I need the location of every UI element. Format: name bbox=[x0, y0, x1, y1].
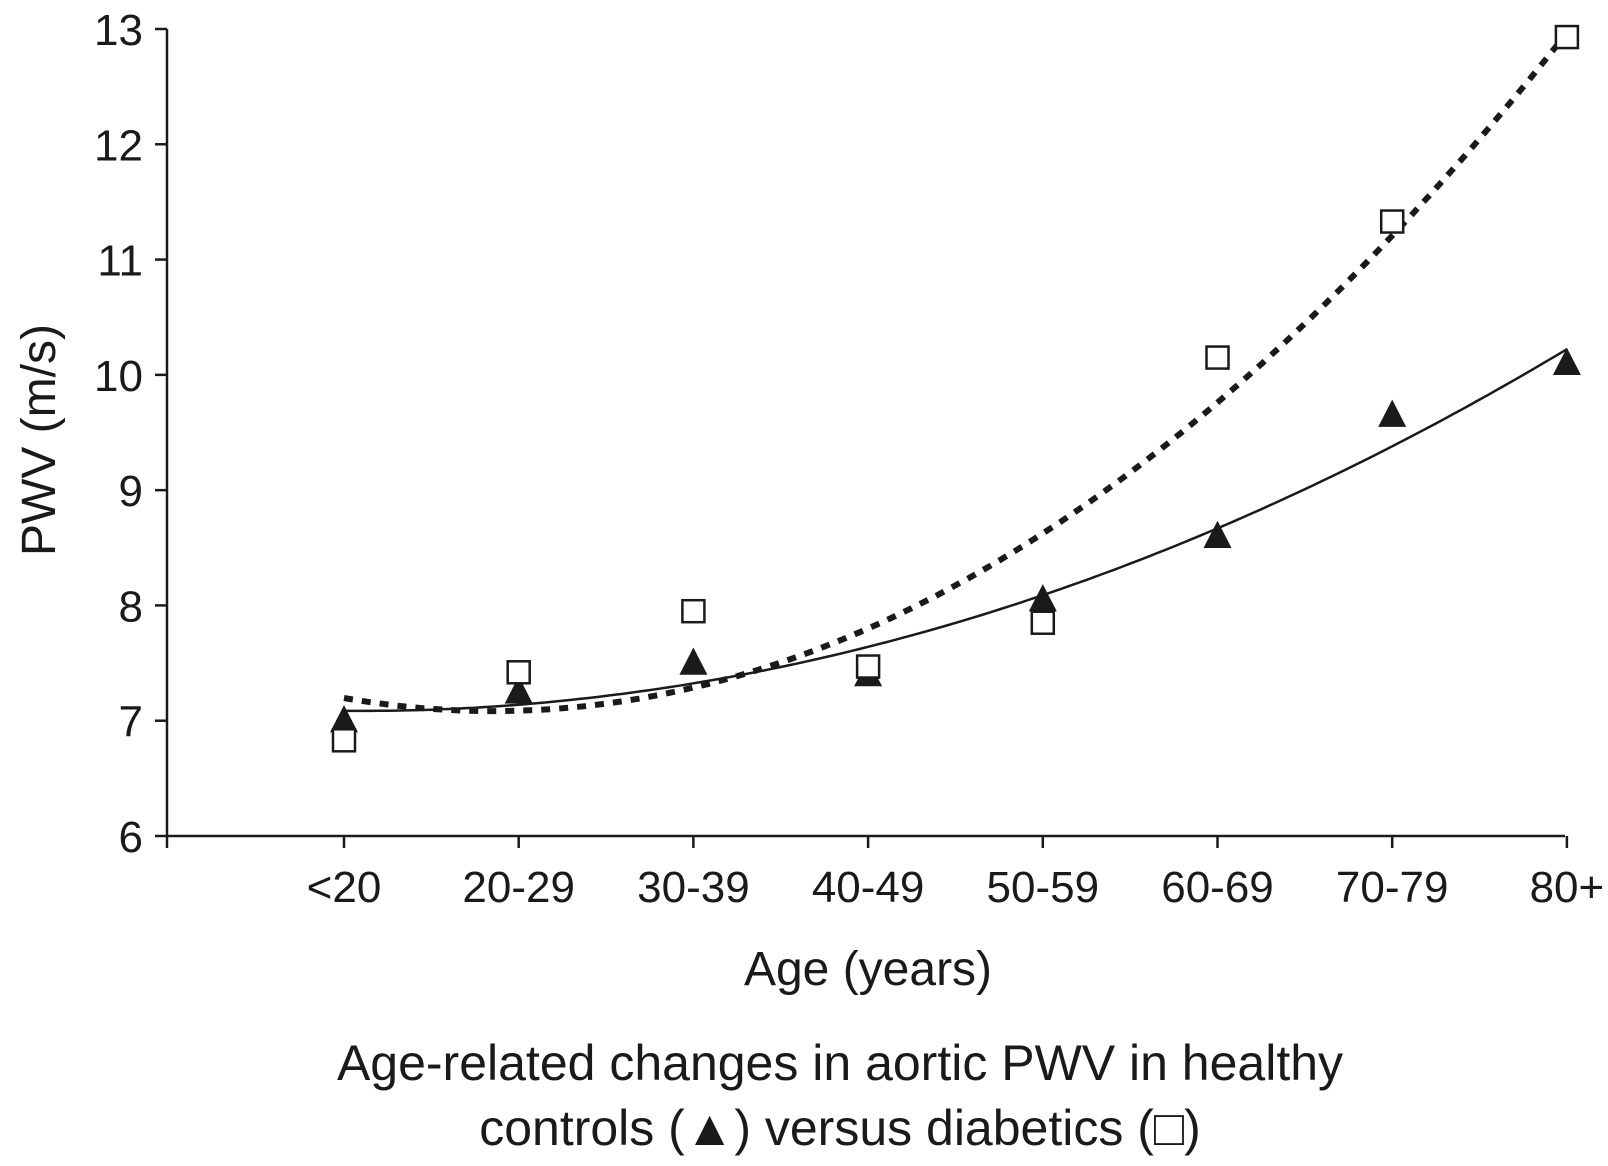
y-tick-label: 9 bbox=[119, 467, 143, 516]
square-marker bbox=[1379, 209, 1405, 234]
triangle-marker bbox=[1552, 347, 1581, 375]
y-tick-label: 11 bbox=[97, 237, 143, 286]
x-tick-label: 70-79 bbox=[1336, 863, 1449, 912]
triangle-marker bbox=[1028, 584, 1057, 612]
square-marker bbox=[506, 660, 531, 685]
x-tick-label: <20 bbox=[307, 863, 382, 912]
y-tick-label: 7 bbox=[119, 698, 143, 747]
y-axis-title: PWV (m/s) bbox=[13, 324, 66, 556]
trendline-series-2 bbox=[343, 31, 1570, 715]
triangle-marker bbox=[1378, 399, 1407, 427]
square-marker bbox=[331, 728, 357, 753]
x-tick-label: 60-69 bbox=[1161, 863, 1274, 912]
triangle-marker bbox=[1203, 520, 1232, 548]
x-tick-label: 80+ bbox=[1530, 863, 1605, 912]
square-marker bbox=[1030, 610, 1056, 635]
caption-line-1: Age-related changes in aortic PWV in hea… bbox=[337, 1035, 1343, 1091]
triangle-marker bbox=[504, 676, 533, 704]
x-tick-label: 40-49 bbox=[812, 863, 925, 912]
y-tick-label: 13 bbox=[94, 6, 143, 55]
y-tick-label: 10 bbox=[94, 352, 143, 401]
y-tick-label: 6 bbox=[119, 813, 143, 862]
x-axis-title: Age (years) bbox=[744, 943, 992, 996]
y-tick-label: 12 bbox=[94, 121, 143, 170]
square-marker bbox=[681, 598, 706, 624]
y-tick-label: 8 bbox=[119, 582, 143, 631]
trendlines bbox=[343, 31, 1570, 715]
triangle-marker bbox=[330, 705, 358, 733]
axes bbox=[155, 27, 1569, 848]
x-tick-label: 30-39 bbox=[637, 863, 750, 912]
x-tick-label: 20-29 bbox=[462, 863, 575, 912]
data-markers bbox=[330, 24, 1581, 753]
trendline-series-1 bbox=[344, 348, 1568, 713]
square-marker bbox=[855, 654, 881, 679]
tick-labels: 6 7 8 9 10 11 12 13 <20 20-29 30-39 40-49 50-59 60-69… bbox=[94, 6, 1604, 912]
triangle-marker bbox=[679, 647, 708, 675]
x-tick-label: 50-59 bbox=[987, 863, 1100, 912]
caption-line-2: controls (▲) versus diabetics (□) bbox=[479, 1100, 1201, 1156]
square-marker bbox=[1554, 24, 1580, 50]
square-marker bbox=[1205, 345, 1230, 370]
